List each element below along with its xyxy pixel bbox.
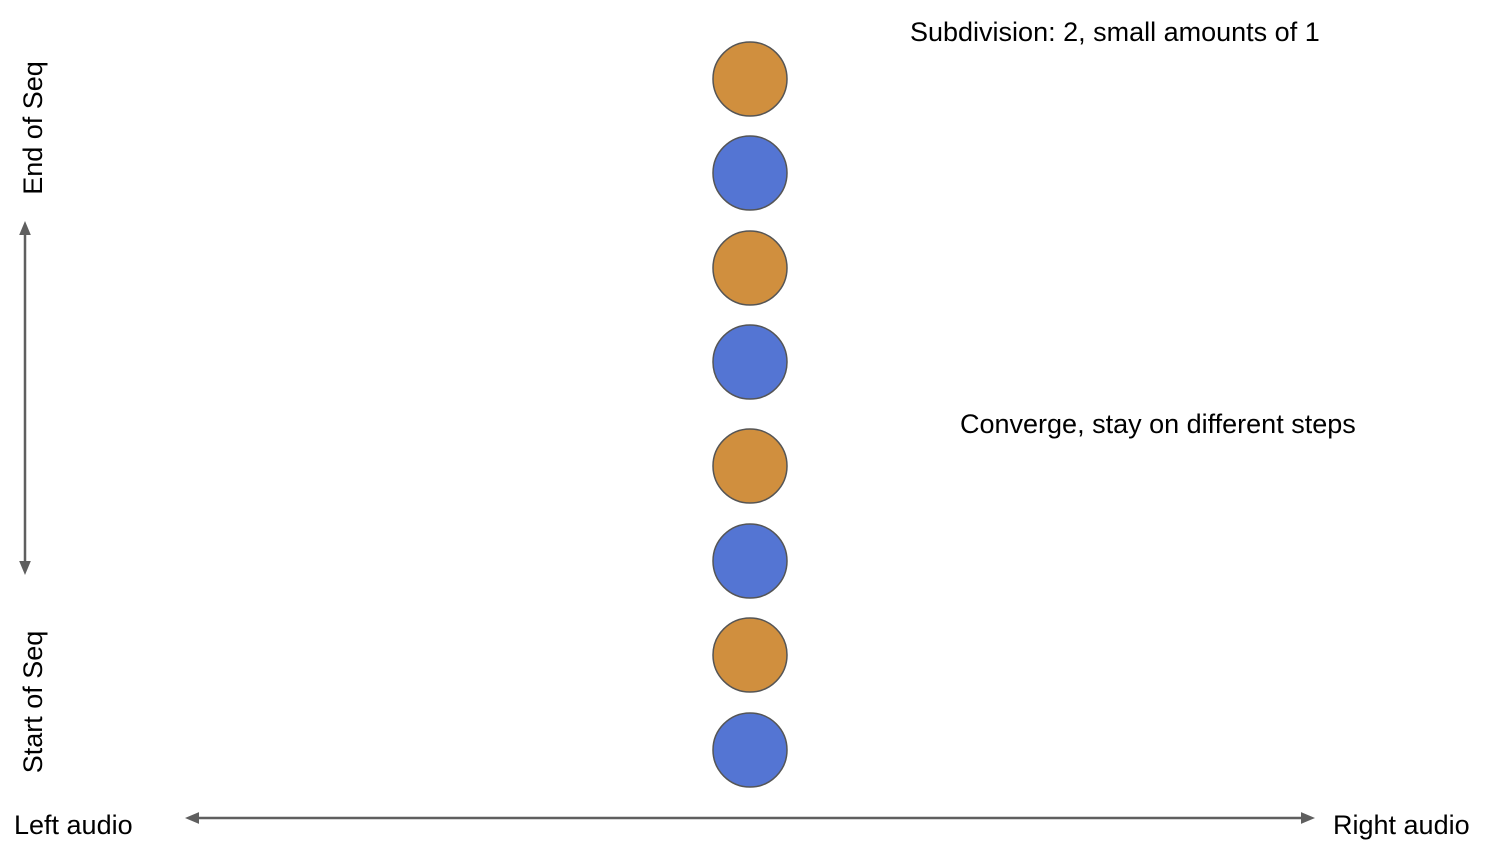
blue-event-circle xyxy=(712,324,788,400)
left-audio-label: Left audio xyxy=(14,810,133,840)
orange-event-circle xyxy=(712,41,788,117)
events-layer xyxy=(712,41,788,788)
blue-event-circle xyxy=(712,135,788,211)
orange-event-circle xyxy=(712,617,788,693)
orange-event-circle xyxy=(712,230,788,306)
diagram-subtitle: Subdivision: 2, small amounts of 1 xyxy=(910,17,1320,47)
orange-event-circle xyxy=(712,428,788,504)
start-of-seq-label: Start of Seq xyxy=(18,630,48,774)
blue-event-circle xyxy=(712,712,788,788)
end-of-seq-label: End of Seq xyxy=(18,61,48,195)
blue-event-circle xyxy=(712,523,788,599)
right-audio-label: Right audio xyxy=(1333,810,1470,840)
diagram-note: Converge, stay on different steps xyxy=(960,409,1356,439)
